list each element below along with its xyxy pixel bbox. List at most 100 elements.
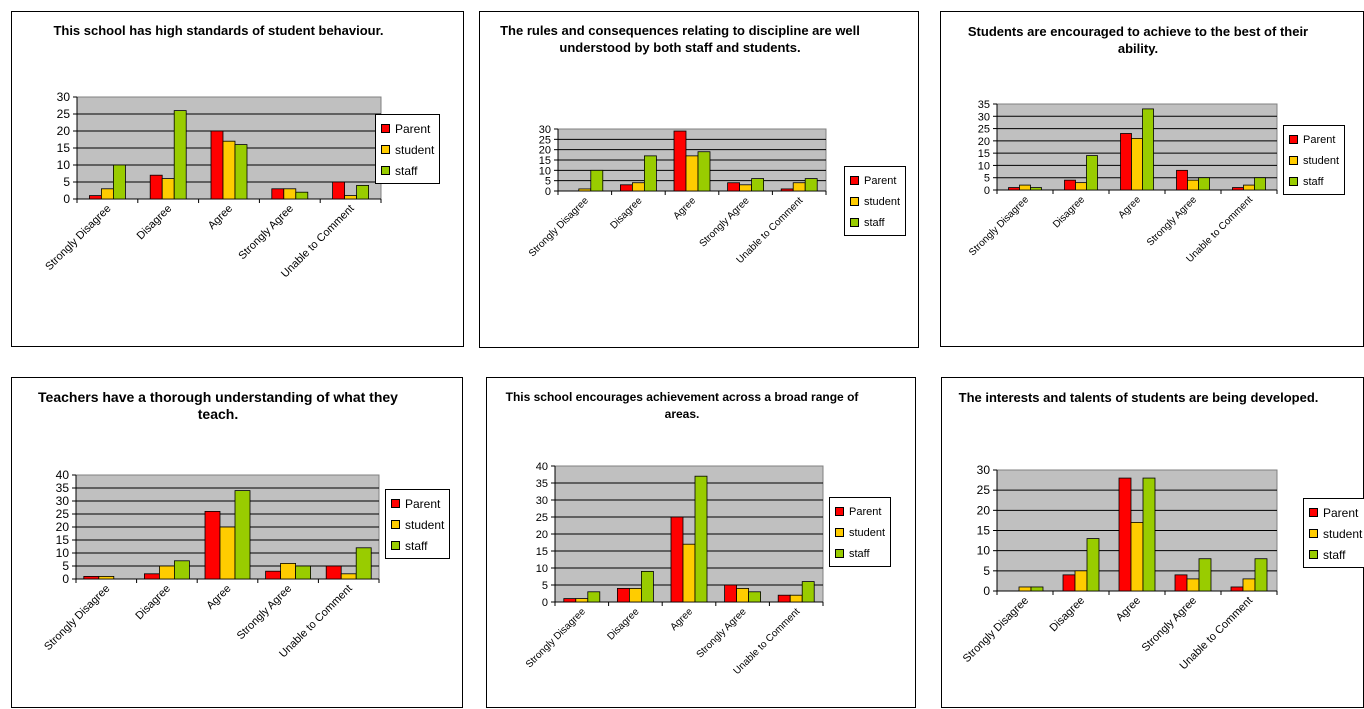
- x-category-label: Agree: [668, 606, 695, 633]
- y-tick-label: 25: [57, 107, 71, 121]
- bar: [1130, 522, 1144, 592]
- legend-label: staff: [1303, 175, 1324, 188]
- x-category-label: Agree: [1116, 194, 1143, 221]
- y-tick-label: 40: [56, 468, 70, 482]
- x-category-label: Strongly Agree: [1145, 194, 1199, 248]
- legend-item: student: [850, 191, 900, 212]
- x-category-label: Strongly Disagree: [42, 583, 112, 653]
- y-tick-label: 30: [977, 463, 991, 477]
- legend-swatch: [381, 124, 390, 133]
- y-tick-label: 20: [536, 529, 548, 541]
- x-category-label: Strongly Disagree: [527, 195, 591, 259]
- legend-swatch: [1289, 156, 1298, 165]
- x-category-label: Disagree: [605, 606, 641, 642]
- bar: [173, 560, 190, 580]
- legend-item: staff: [391, 535, 444, 556]
- bar: [1198, 558, 1212, 592]
- legend-label: student: [405, 517, 445, 532]
- legend-label: student: [395, 142, 435, 157]
- bar: [739, 184, 753, 192]
- y-tick-label: 30: [57, 90, 71, 104]
- bar: [777, 594, 791, 603]
- bar: [1075, 182, 1087, 191]
- y-tick-label: 35: [536, 478, 548, 490]
- legend-item: Parent: [381, 118, 434, 139]
- chart-legend: Parent student staff: [375, 114, 441, 184]
- legend-label: Parent: [849, 505, 882, 518]
- y-tick-label: 0: [62, 572, 69, 586]
- x-category-label: Agree: [204, 583, 233, 612]
- y-tick-label: 20: [57, 124, 71, 138]
- bar: [1142, 477, 1156, 592]
- x-category-label: Disagree: [1051, 194, 1087, 230]
- y-tick-label: 10: [536, 563, 548, 575]
- chart-panel: The interests and talents of students ar…: [941, 377, 1364, 708]
- bar: [143, 573, 160, 580]
- chart-panel: Teachers have a thorough understanding o…: [11, 377, 463, 708]
- y-tick-label: 0: [63, 192, 70, 206]
- bar: [1062, 574, 1076, 592]
- y-tick-label: 15: [978, 148, 990, 160]
- y-tick-label: 30: [539, 124, 551, 136]
- bar: [161, 178, 175, 200]
- legend-label: student: [1323, 526, 1363, 541]
- legend-swatch: [835, 549, 844, 558]
- bar: [801, 581, 815, 603]
- x-category-label: Disagree: [1048, 595, 1088, 635]
- x-category-label: Disagree: [135, 203, 175, 243]
- legend-item: staff: [835, 543, 885, 564]
- bar: [1142, 108, 1154, 191]
- y-tick-label: 10: [977, 544, 991, 558]
- y-tick-label: 15: [977, 524, 991, 538]
- x-category-label: Strongly Disagree: [961, 595, 1031, 665]
- bar: [1086, 155, 1098, 191]
- bar: [1131, 138, 1143, 191]
- y-tick-label: 30: [536, 495, 548, 507]
- legend-label: staff: [405, 538, 428, 553]
- bar: [1254, 177, 1266, 191]
- y-tick-label: 5: [62, 559, 69, 573]
- bar: [295, 565, 312, 580]
- chart-panel: This school has high standards of studen…: [11, 11, 464, 347]
- legend-label: student: [1303, 154, 1340, 167]
- x-category-label: Strongly Agree: [695, 606, 749, 660]
- chart-legend: Parent student staff: [1303, 498, 1364, 568]
- chart-panel: This school encourages achievement acros…: [486, 377, 916, 708]
- y-tick-label: 20: [539, 145, 551, 157]
- legend-swatch: [1309, 529, 1318, 538]
- bar: [1019, 184, 1031, 191]
- bar: [1086, 538, 1100, 592]
- chart-title: The interests and talents of students ar…: [958, 390, 1319, 405]
- x-category-label: Disagree: [608, 195, 644, 231]
- bar: [83, 575, 100, 580]
- y-tick-label: 15: [57, 141, 71, 155]
- legend-swatch: [381, 145, 390, 154]
- bar: [563, 598, 577, 603]
- x-category-label: Strongly Agree: [236, 203, 296, 263]
- y-tick-label: 5: [63, 175, 70, 189]
- legend-label: staff: [1323, 547, 1346, 562]
- bar: [149, 174, 163, 200]
- bar: [1064, 179, 1076, 191]
- legend-label: staff: [864, 216, 885, 229]
- bar: [575, 598, 589, 603]
- legend-item: student: [1309, 523, 1362, 544]
- bar: [780, 188, 794, 192]
- y-tick-label: 20: [977, 503, 991, 517]
- bar: [210, 130, 224, 200]
- bar: [1176, 169, 1188, 191]
- y-tick-label: 15: [56, 533, 70, 547]
- bar: [751, 178, 765, 192]
- legend-item: student: [835, 522, 885, 543]
- legend-item: Parent: [1309, 502, 1362, 523]
- y-tick-label: 25: [978, 124, 990, 136]
- y-tick-label: 35: [978, 99, 990, 111]
- bar: [590, 169, 604, 192]
- bar: [727, 182, 741, 192]
- y-tick-label: 20: [978, 136, 990, 148]
- bar: [682, 543, 696, 603]
- bar: [271, 188, 285, 200]
- bar: [344, 195, 358, 200]
